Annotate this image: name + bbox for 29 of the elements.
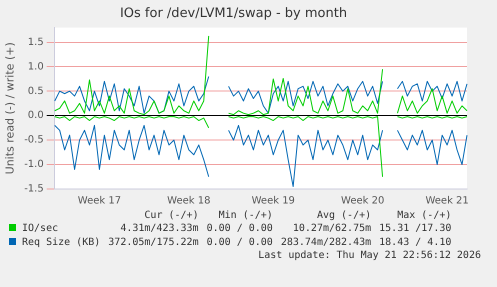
text: 4.31m/423.33m bbox=[119, 222, 200, 236]
y-tick-label: 0.5 bbox=[28, 86, 44, 97]
x-tick-label: Week 21 bbox=[425, 196, 469, 207]
text: 10.27m/62.75m bbox=[292, 222, 372, 236]
y-tick-label: 1.0 bbox=[28, 61, 44, 72]
legend-label: Req Size (KB) bbox=[22, 237, 100, 248]
text: 372.05m/175.22m bbox=[107, 236, 200, 250]
legend-label: IO/sec bbox=[22, 223, 58, 234]
y-tick-label: -0.5 bbox=[24, 134, 44, 146]
y-axis-title: Units read (-) / write (+) bbox=[3, 42, 16, 174]
text: Last update: Thu May 21 22:56:12 2026 bbox=[257, 250, 482, 261]
x-tick-label: Week 18 bbox=[167, 196, 210, 207]
text: 0.00 / 0.00 bbox=[206, 222, 274, 236]
y-tick-label: -1.5 bbox=[24, 184, 44, 195]
text: Min (-/+) bbox=[218, 210, 274, 222]
y-tick-label: 1.5 bbox=[28, 36, 44, 48]
text: Avg (-/+) bbox=[316, 210, 372, 222]
text: Cur (-/+) bbox=[143, 210, 200, 222]
text: Max (-/+) bbox=[396, 210, 452, 222]
text: 0.00 / 0.00 bbox=[206, 236, 274, 250]
y-tick-label: -1.0 bbox=[24, 159, 44, 170]
y-tick-label: 0.0 bbox=[28, 110, 44, 122]
text: 15.31 /17.30 bbox=[378, 222, 452, 236]
text: 283.74m/282.43m bbox=[280, 236, 372, 250]
chart-title: IOs for /dev/LVM1/swap - by month bbox=[120, 6, 348, 22]
text: 18.43 / 4.10 bbox=[378, 236, 452, 250]
x-tick-label: Week 19 bbox=[252, 196, 295, 207]
x-tick-label: Week 20 bbox=[341, 196, 384, 207]
x-tick-label: Week 17 bbox=[78, 196, 122, 207]
